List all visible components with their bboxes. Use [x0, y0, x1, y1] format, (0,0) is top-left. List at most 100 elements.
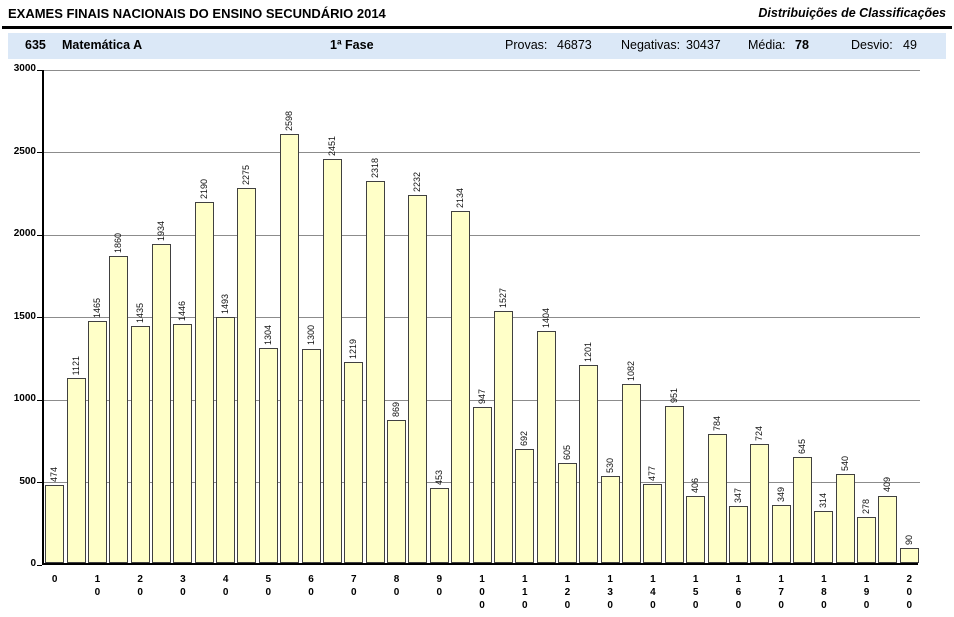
bar	[152, 243, 171, 563]
bar-value-label: 951	[668, 388, 679, 404]
bar	[322, 158, 342, 563]
bar-value-label: 347	[732, 487, 743, 503]
bar	[173, 324, 193, 563]
exam-subject: Matemática A	[62, 38, 143, 52]
gridline	[44, 399, 920, 401]
bar	[258, 347, 278, 563]
bar-value-label: 349	[775, 487, 786, 503]
bar-value-label: 2134	[455, 187, 466, 208]
bar	[429, 488, 449, 563]
x-axis-label: 1 1 0	[521, 574, 528, 611]
bar	[707, 433, 727, 563]
bar	[194, 201, 214, 563]
exam-phase: 1ª Fase	[330, 38, 374, 52]
bar-value-label: 784	[711, 415, 722, 431]
bar-value-label: 605	[561, 445, 572, 461]
bar	[344, 361, 364, 563]
bar	[600, 475, 620, 563]
bar-value-label: 278	[861, 499, 872, 515]
bar	[771, 505, 791, 563]
bar-value-label: 90	[903, 535, 914, 546]
bar-value-label: 692	[519, 430, 530, 446]
bar	[280, 134, 300, 563]
x-axis-label: 6 0	[308, 574, 314, 598]
bar	[451, 210, 471, 563]
header-divider	[2, 26, 952, 29]
bar-value-label: 1465	[91, 298, 102, 319]
bar	[408, 194, 428, 563]
provas-value: 46873	[557, 38, 592, 52]
exam-code: 635	[25, 38, 46, 52]
negativas-value: 30437	[686, 38, 721, 52]
x-axis-label: 1 3 0	[607, 574, 613, 611]
gridline	[44, 234, 920, 236]
bar	[387, 419, 407, 563]
bar-value-label: 453	[433, 470, 444, 486]
bar	[472, 406, 492, 563]
bar-value-label: 2451	[326, 135, 337, 156]
bar	[857, 517, 877, 563]
bar	[365, 180, 385, 563]
x-axis-label: 4 0	[222, 574, 229, 598]
bar	[45, 484, 65, 563]
x-axis-label: 1 5 0	[692, 574, 699, 611]
bar-value-label: 1404	[540, 308, 551, 329]
bar-value-label: 1934	[156, 220, 166, 241]
bar-value-label: 947	[476, 388, 487, 404]
plot-area: 474 1121 1465 1860 1435 1934 1446 2190 1493 2275 1…	[37, 69, 920, 611]
x-axis-label: 1 9 0	[863, 574, 870, 611]
bar	[814, 511, 834, 563]
bar-value-label: 1082	[626, 361, 637, 382]
page-header: EXAMES FINAIS NACIONAIS DO ENSINO SECUND…	[0, 0, 954, 26]
media-value: 78	[795, 38, 809, 52]
provas-label: Provas:	[505, 38, 548, 52]
distribution-chart: 474 1121 1465 1860 1435 1934 1446 2190 1493 2275 1…	[0, 59, 954, 615]
x-axis-label: 9 0	[436, 574, 443, 598]
y-axis-tick	[37, 152, 42, 153]
y-axis-label: 2500	[13, 145, 36, 157]
bar-value-label: 2190	[198, 178, 209, 199]
x-axis-label: 8 0	[393, 574, 400, 598]
y-axis-tick	[37, 69, 42, 71]
gridline	[44, 317, 920, 318]
y-axis-tick	[37, 317, 42, 318]
bar	[87, 321, 107, 563]
bar-value-label: 540	[839, 455, 850, 471]
bar-value-label: 530	[604, 457, 615, 473]
bar-value-label: 1446	[177, 301, 188, 322]
x-axis-label: 1 0	[94, 574, 101, 598]
bar-value-label: 1493	[220, 293, 231, 314]
bar-value-label: 1527	[497, 288, 508, 309]
x-axis-label: 2 0	[137, 574, 143, 598]
bar	[728, 505, 748, 563]
bar	[643, 484, 663, 563]
bar	[686, 496, 706, 563]
x-axis-label: 3 0	[180, 574, 186, 598]
bar-value-label: 314	[818, 493, 829, 509]
y-axis-label: 1000	[13, 393, 36, 404]
bar	[579, 364, 599, 563]
page-title: EXAMES FINAIS NACIONAIS DO ENSINO SECUND…	[8, 6, 386, 21]
bar	[66, 378, 86, 563]
page-subtitle: Distribuições de Classificações	[758, 6, 946, 20]
bar-value-label: 474	[49, 466, 60, 482]
bar	[493, 311, 513, 563]
bar	[664, 406, 684, 563]
bar-value-label: 645	[796, 438, 807, 454]
bar	[622, 384, 642, 563]
bar	[515, 448, 535, 563]
y-axis-tick	[37, 482, 42, 483]
x-axis-label: 2 0 0	[906, 574, 913, 611]
bar-value-label: 2318	[369, 157, 380, 178]
bar	[792, 456, 812, 563]
x-axis-label: 1 2 0	[564, 574, 571, 611]
bar-value-label: 869	[391, 401, 402, 417]
bar	[216, 316, 236, 563]
bar	[237, 187, 257, 563]
x-axis-label: 1 6 0	[735, 574, 742, 611]
bar-value-label: 409	[882, 477, 893, 493]
y-axis-label: 0	[30, 558, 36, 569]
x-axis-label: 5 0	[265, 574, 272, 598]
bar	[301, 348, 321, 563]
x-axis-label: 1 4 0	[650, 574, 656, 611]
